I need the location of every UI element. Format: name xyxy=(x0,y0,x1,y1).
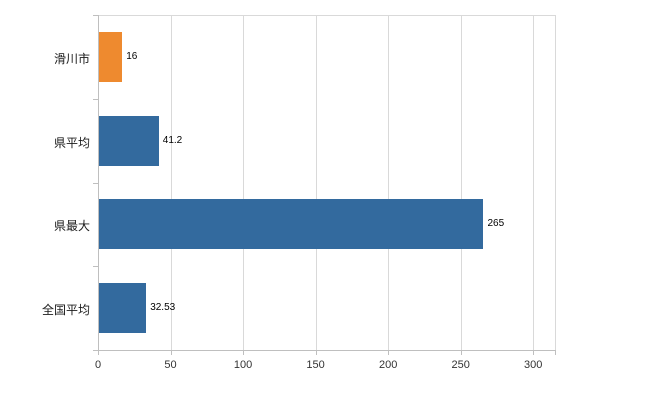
x-tick-mark xyxy=(170,350,172,355)
y-tick-mark xyxy=(93,350,98,351)
bar-value-label: 265 xyxy=(487,218,505,230)
x-tick-mark xyxy=(315,350,317,355)
category-label: 県最大 xyxy=(53,219,90,234)
x-tick-label: 0 xyxy=(94,359,102,371)
gridline xyxy=(460,15,462,350)
category-label: 全国平均 xyxy=(41,303,90,318)
gridline xyxy=(315,15,317,350)
x-tick-mark xyxy=(98,350,99,355)
bar-value-label: 32.53 xyxy=(150,302,176,314)
category-label: 滑川市 xyxy=(53,51,90,66)
y-tick-mark xyxy=(93,98,98,100)
x-tick-label: 150 xyxy=(306,359,325,371)
y-axis-line xyxy=(98,15,99,350)
bar-3 xyxy=(99,199,484,250)
x-tick-label: 200 xyxy=(378,359,398,371)
x-tick-mark xyxy=(555,350,556,355)
x-tick-label: 100 xyxy=(233,359,253,371)
x-tick-label: 50 xyxy=(164,359,177,371)
x-tick-mark xyxy=(388,350,390,355)
gridline xyxy=(170,15,172,350)
gridline xyxy=(533,15,535,350)
plot-top-border xyxy=(98,15,556,16)
x-tick-mark xyxy=(533,350,535,355)
plot-right-border xyxy=(555,15,556,350)
bar-2 xyxy=(99,115,159,166)
gridline xyxy=(243,15,245,350)
x-tick-label: 300 xyxy=(524,359,543,371)
x-tick-label: 250 xyxy=(451,359,470,371)
gridline xyxy=(388,15,390,350)
x-tick-mark xyxy=(460,350,462,355)
x-axis-line xyxy=(98,350,556,351)
y-tick-mark xyxy=(93,182,98,184)
category-label: 県平均 xyxy=(53,135,90,150)
y-tick-mark xyxy=(93,266,98,268)
y-tick-mark xyxy=(93,15,98,16)
bar-value-label: 41.2 xyxy=(162,134,183,146)
x-tick-mark xyxy=(243,350,245,355)
bar-1 xyxy=(99,31,123,82)
plot-area xyxy=(98,15,555,350)
bar-4 xyxy=(99,283,147,334)
bar-value-label: 16 xyxy=(126,50,138,62)
